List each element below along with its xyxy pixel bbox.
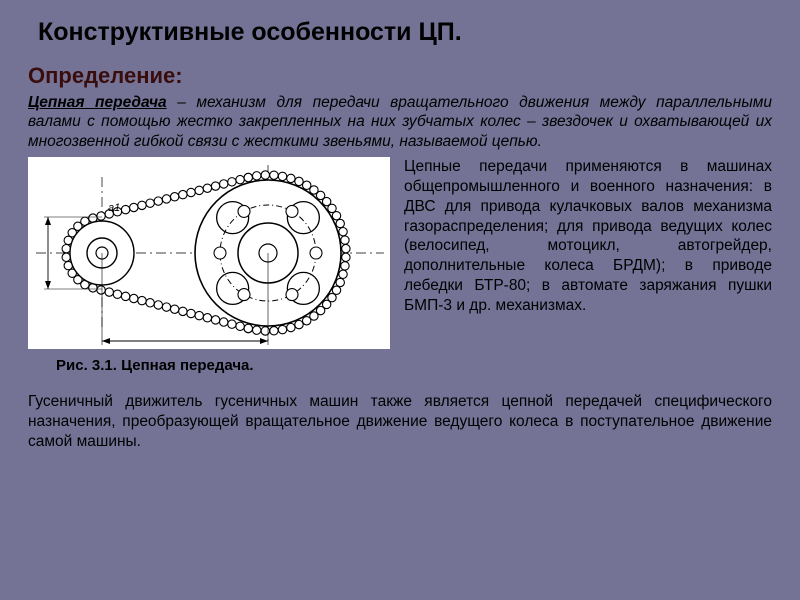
page-title: Конструктивные особенности ЦП. <box>38 18 772 47</box>
figure-caption: Рис. 3.1. Цепная передача. <box>56 357 390 374</box>
middle-row: a1 Рис. 3.1. Цепная передача. Цепные пер… <box>28 157 772 374</box>
figure-image: a1 <box>28 157 390 349</box>
definition-body: Цепная передача – механизм для передачи … <box>28 93 772 151</box>
figure-column: a1 Рис. 3.1. Цепная передача. <box>28 157 390 374</box>
definition-heading: Определение: <box>28 63 772 89</box>
svg-text:a1: a1 <box>108 202 120 214</box>
footer-text: Гусеничный движитель гусеничных машин та… <box>28 392 772 451</box>
definition-term: Цепная передача <box>28 94 167 111</box>
applications-text: Цепные передачи применяются в машинах об… <box>404 157 772 316</box>
chain-drive-diagram: a1 <box>28 157 390 349</box>
